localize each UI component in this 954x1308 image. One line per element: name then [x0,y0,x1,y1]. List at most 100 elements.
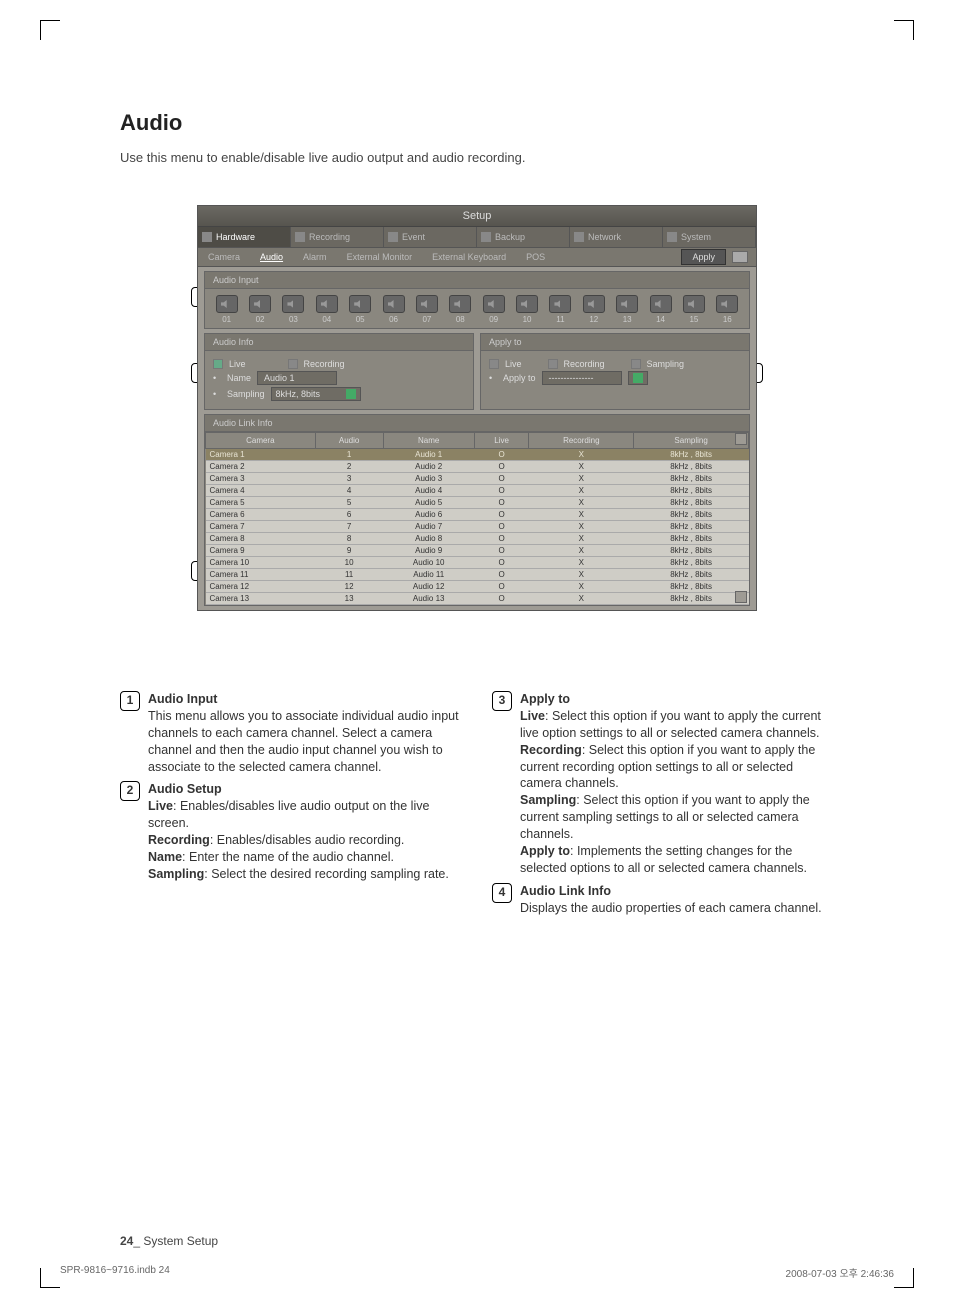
audio-input-7[interactable]: 07 [411,295,442,324]
tab-icon [202,232,212,242]
table-row[interactable]: Camera 11Audio 1OX8kHz , 8bits [206,449,749,461]
applyto-samp-checkbox[interactable] [631,359,641,369]
table-row[interactable]: Camera 1212Audio 12OX8kHz , 8bits [206,581,749,593]
table-row[interactable]: Camera 22Audio 2OX8kHz , 8bits [206,461,749,473]
audio-input-10[interactable]: 10 [511,295,542,324]
audio-input-14[interactable]: 14 [645,295,676,324]
tab-icon [295,232,305,242]
speaker-icon [416,295,438,313]
live-checkbox[interactable] [213,359,223,369]
sub-tabs: CameraAudioAlarmExternal MonitorExternal… [198,248,756,267]
audio-input-5[interactable]: 05 [345,295,376,324]
sampling-dropdown[interactable]: 8kHz, 8bits [271,387,361,401]
table-row[interactable]: Camera 99Audio 9OX8kHz , 8bits [206,545,749,557]
desc-num: 1 [120,691,140,711]
tab-icon [481,232,491,242]
audio-input-13[interactable]: 13 [612,295,643,324]
speaker-icon [216,295,238,313]
table-row[interactable]: Camera 1111Audio 11OX8kHz , 8bits [206,569,749,581]
speaker-icon [549,295,571,313]
setup-window: Setup HardwareRecordingEventBackupNetwor… [197,205,757,611]
tab-icon [388,232,398,242]
table-row[interactable]: Camera 1010Audio 10OX8kHz , 8bits [206,557,749,569]
audio-input-3[interactable]: 03 [278,295,309,324]
footer-meta: SPR-9816~9716.indb 24 2008-07-03 오후 2:46… [60,1265,894,1280]
table-row[interactable]: Camera 55Audio 5OX8kHz , 8bits [206,497,749,509]
audio-input-12[interactable]: 12 [578,295,609,324]
recording-label: Recording [304,359,345,369]
audio-input-16[interactable]: 16 [712,295,743,324]
main-tab-backup[interactable]: Backup [477,227,570,247]
recording-checkbox[interactable] [288,359,298,369]
sub-tab-alarm[interactable]: Alarm [293,248,337,266]
audio-input-15[interactable]: 15 [678,295,709,324]
sub-tab-external-monitor[interactable]: External Monitor [337,248,423,266]
meta-left: SPR-9816~9716.indb 24 [60,1265,170,1280]
name-input[interactable]: Audio 1 [257,371,337,385]
main-tab-system[interactable]: System [663,227,756,247]
main-tab-event[interactable]: Event [384,227,477,247]
applyto-input[interactable]: --------------- [542,371,622,385]
sub-tab-camera[interactable]: Camera [198,248,250,266]
audio-input-8[interactable]: 08 [445,295,476,324]
speaker-icon [383,295,405,313]
sub-tab-pos[interactable]: POS [516,248,555,266]
live-label: Live [229,359,246,369]
applyto-label: Apply to [503,373,536,383]
audio-input-9[interactable]: 09 [478,295,509,324]
meta-right: 2008-07-03 오후 2:46:36 [786,1265,894,1280]
table-row[interactable]: Camera 1313Audio 13OX8kHz , 8bits [206,593,749,605]
audio-input-4[interactable]: 04 [311,295,342,324]
desc-num: 3 [492,691,512,711]
sub-tab-external-keyboard[interactable]: External Keyboard [422,248,516,266]
speaker-icon [449,295,471,313]
description-columns: 1Audio InputThis menu allows you to asso… [120,691,834,922]
main-tab-hardware[interactable]: Hardware [198,227,291,247]
apply-to-panel: Apply to Live Recording Sampling • [480,333,750,410]
page-title: Audio [120,110,834,136]
table-row[interactable]: Camera 33Audio 3OX8kHz , 8bits [206,473,749,485]
scroll-down-icon[interactable] [735,591,747,603]
keyboard-icon[interactable] [732,251,748,263]
table-row[interactable]: Camera 88Audio 8OX8kHz , 8bits [206,533,749,545]
applyto-rec-label: Recording [564,359,605,369]
audio-input-6[interactable]: 06 [378,295,409,324]
desc-num: 2 [120,781,140,801]
speaker-icon [583,295,605,313]
table-row[interactable]: Camera 66Audio 6OX8kHz , 8bits [206,509,749,521]
col-name: Name [383,433,474,449]
speaker-icon [716,295,738,313]
audio-input-panel: Audio Input 0102030405060708091011121314… [204,271,750,329]
audio-link-panel: Audio Link Info CameraAudioNameLiveRecor… [204,414,750,606]
desc-item-2: 2Audio SetupLive: Enables/disables live … [120,781,462,882]
apply-button[interactable]: Apply [681,249,726,265]
table-row[interactable]: Camera 44Audio 4OX8kHz , 8bits [206,485,749,497]
intro-text: Use this menu to enable/disable live aud… [120,150,834,165]
applyto-live-checkbox[interactable] [489,359,499,369]
col-live: Live [474,433,529,449]
main-tab-recording[interactable]: Recording [291,227,384,247]
tab-icon [667,232,677,242]
main-tab-network[interactable]: Network [570,227,663,247]
screenshot-wrapper: 1 2 3 4 Setup HardwareRecordingEventBack… [197,205,757,611]
applyto-dropdown[interactable] [628,371,648,385]
audio-input-11[interactable]: 11 [545,295,576,324]
audio-input-2[interactable]: 02 [244,295,275,324]
window-title: Setup [198,206,756,227]
table-row[interactable]: Camera 77Audio 7OX8kHz , 8bits [206,521,749,533]
col-audio: Audio [315,433,383,449]
audio-link-header: Audio Link Info [205,415,749,432]
speaker-icon [683,295,705,313]
sub-tab-audio[interactable]: Audio [250,248,293,266]
speaker-icon [650,295,672,313]
audio-input-1[interactable]: 01 [211,295,242,324]
audio-input-row: 01020304050607080910111213141516 [205,289,749,328]
scroll-up-icon[interactable] [735,433,747,445]
name-label: Name [227,373,251,383]
applyto-rec-checkbox[interactable] [548,359,558,369]
desc-item-3: 3Apply toLive: Select this option if you… [492,691,834,877]
speaker-icon [349,295,371,313]
speaker-icon [316,295,338,313]
audio-info-panel: Audio Info Live Recording • Name Audio 1 [204,333,474,410]
sampling-label: Sampling [227,389,265,399]
